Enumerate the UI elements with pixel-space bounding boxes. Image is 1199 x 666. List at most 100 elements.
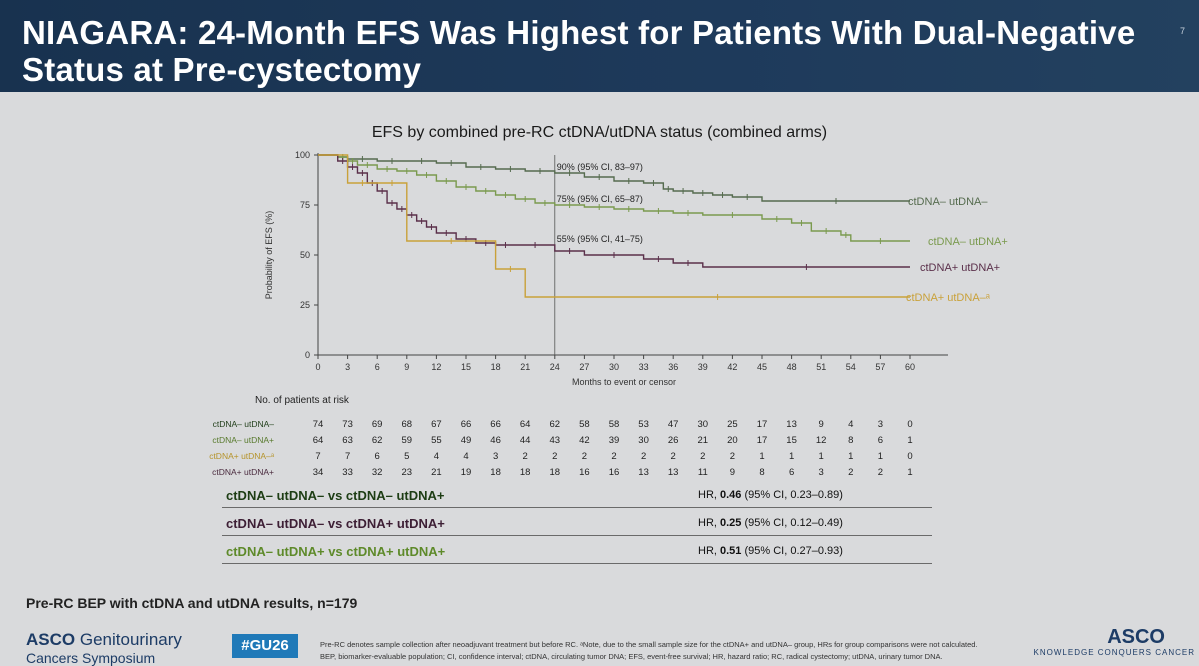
symposium-line1: Genitourinary xyxy=(79,630,182,649)
risk-cell: 74 xyxy=(312,419,324,430)
risk-cell: 1 xyxy=(907,435,913,446)
risk-cell: 64 xyxy=(312,435,324,446)
survival-annotation: 75% (95% CI, 65–87) xyxy=(557,194,643,204)
risk-cell: 3 xyxy=(492,451,499,462)
risk-cell: 2 xyxy=(670,451,676,462)
risk-cell: 69 xyxy=(371,419,383,430)
x-tick-label: 60 xyxy=(905,362,915,372)
x-tick-label: 51 xyxy=(816,362,826,372)
km-curve xyxy=(318,154,910,298)
risk-cell: 1 xyxy=(877,451,884,462)
risk-cell: 6 xyxy=(788,467,795,478)
x-tick-label: 33 xyxy=(639,362,649,372)
x-axis-label: Months to event or censor xyxy=(572,377,676,387)
risk-cell: 59 xyxy=(401,435,413,446)
risk-cell: 2 xyxy=(522,451,528,462)
x-tick-label: 0 xyxy=(315,362,320,372)
asco-brand-text: ASCO xyxy=(26,630,76,649)
series-end-label: ctDNA– utDNA+ xyxy=(928,236,1008,248)
risk-cell: 47 xyxy=(667,419,679,430)
symposium-line2: Cancers Symposium xyxy=(26,650,156,666)
risk-cell: 8 xyxy=(848,435,854,446)
risk-cell: 2 xyxy=(581,451,588,462)
risk-cell: 7 xyxy=(315,451,321,462)
risk-cell: 25 xyxy=(727,419,738,430)
km-curve xyxy=(318,154,910,268)
survival-annotation: 90% (95% CI, 83–97) xyxy=(557,162,643,172)
hr-ci: (95% CI, 0.23–0.89) xyxy=(741,489,843,501)
hr-row: ctDNA– utDNA– vs ctDNA– utDNA+ HR, 0.46 (… xyxy=(222,485,932,508)
risk-cell: 68 xyxy=(401,419,413,430)
risk-cell: 23 xyxy=(401,467,413,478)
x-tick-label: 45 xyxy=(757,362,767,372)
risk-cell: 4 xyxy=(433,451,440,462)
footnote-line2: BEP, biomarker-evaluable population; CI,… xyxy=(320,652,943,661)
km-curve xyxy=(318,154,910,242)
risk-cell: 42 xyxy=(579,435,590,446)
x-tick-label: 21 xyxy=(520,362,530,372)
y-tick-label: 100 xyxy=(295,150,310,160)
x-tick-label: 3 xyxy=(345,362,350,372)
hr-comparison: ctDNA– utDNA– vs ctDNA– utDNA+ xyxy=(226,488,445,503)
risk-cell: 2 xyxy=(848,467,854,478)
risk-cell: 18 xyxy=(490,467,501,478)
risk-cell: 33 xyxy=(342,467,353,478)
risk-cell: 49 xyxy=(460,435,472,446)
y-tick-label: 50 xyxy=(300,250,310,260)
x-tick-label: 12 xyxy=(431,362,441,372)
series-end-label: ctDNA+ utDNA+ xyxy=(920,262,1000,274)
x-tick-label: 54 xyxy=(846,362,856,372)
risk-cell: 0 xyxy=(907,419,913,430)
risk-cell: 67 xyxy=(431,419,442,430)
slide-title: NIAGARA: 24-Month EFS Was Highest for Pa… xyxy=(22,14,1136,88)
y-axis-label: Probability of EFS (%) xyxy=(264,211,274,300)
y-tick-label: 0 xyxy=(305,350,310,360)
risk-cell: 6 xyxy=(374,451,380,462)
hr-value: HR, 0.25 (95% CI, 0.12–0.49) xyxy=(698,517,843,529)
risk-cell: 13 xyxy=(667,467,679,478)
risk-cell: 64 xyxy=(519,419,531,430)
risk-cell: 21 xyxy=(697,435,709,446)
risk-cell: 13 xyxy=(638,467,649,478)
risk-cell: 62 xyxy=(549,419,561,430)
risk-cell: 73 xyxy=(342,419,353,430)
risk-cell: 26 xyxy=(667,435,679,446)
x-tick-label: 39 xyxy=(698,362,708,372)
risk-cell: 18 xyxy=(549,467,561,478)
asco-tagline: KNOWLEDGE CONQUERS CANCER xyxy=(1033,648,1195,657)
hr-row: ctDNA– utDNA– vs ctDNA+ utDNA+ HR, 0.25 (… xyxy=(222,513,932,536)
risk-row-label: ctDNA– utDNA+ xyxy=(212,435,274,445)
risk-cell: 9 xyxy=(818,419,824,430)
page-number: 7 xyxy=(1179,26,1185,36)
risk-cell: 16 xyxy=(579,467,590,478)
risk-cell: 8 xyxy=(759,467,765,478)
x-tick-label: 15 xyxy=(461,362,471,372)
x-tick-label: 30 xyxy=(609,362,619,372)
risk-cell: 58 xyxy=(579,419,590,430)
risk-cell: 53 xyxy=(638,419,649,430)
risk-cell: 3 xyxy=(877,419,884,430)
population-note: Pre-RC BEP with ctDNA and utDNA results,… xyxy=(26,595,358,611)
risk-cell: 2 xyxy=(877,467,884,478)
footnote-line1: Pre-RC denotes sample collection after n… xyxy=(320,640,978,649)
risk-cell: 44 xyxy=(519,435,531,446)
risk-cell: 0 xyxy=(907,451,913,462)
risk-cell: 30 xyxy=(697,419,709,430)
risk-cell: 3 xyxy=(818,467,824,478)
risk-cell: 66 xyxy=(460,419,472,430)
hr-prefix: HR, xyxy=(698,545,720,557)
risk-cell: 32 xyxy=(371,467,383,478)
x-tick-label: 27 xyxy=(579,362,589,372)
hr-prefix: HR, xyxy=(698,517,720,529)
risk-cell: 1 xyxy=(818,451,824,462)
risk-table-header: No. of patients at risk xyxy=(255,395,349,406)
risk-cell: 2 xyxy=(611,451,617,462)
hashtag-badge: #GU26 xyxy=(232,634,298,658)
risk-cell: 43 xyxy=(549,435,561,446)
x-tick-label: 36 xyxy=(668,362,678,372)
risk-cell: 2 xyxy=(729,451,736,462)
risk-cell: 46 xyxy=(490,435,501,446)
risk-cell: 12 xyxy=(815,435,827,446)
risk-row-label: ctDNA– utDNA– xyxy=(212,419,274,429)
